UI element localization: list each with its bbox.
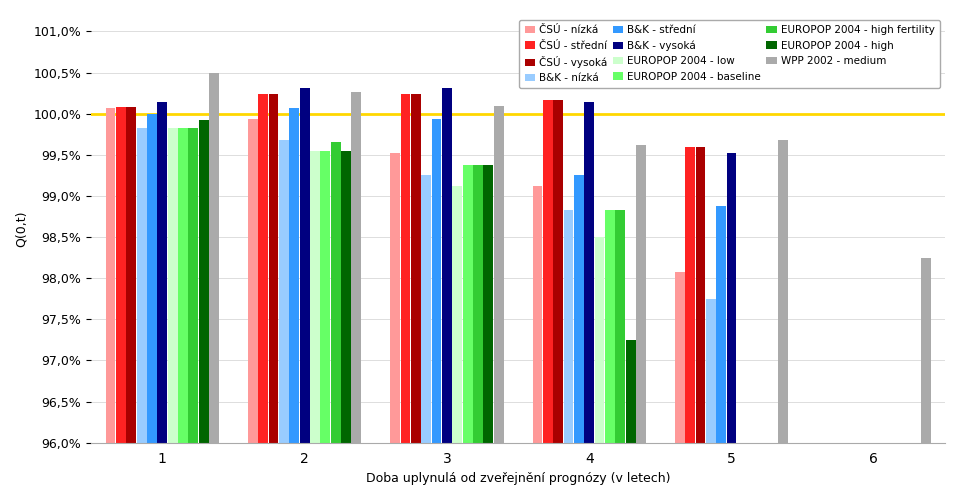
Bar [188,128,199,442]
Bar [564,210,573,442]
Bar [452,186,462,442]
Bar [179,128,188,442]
Bar [615,210,625,442]
Bar [127,107,136,442]
Bar [706,299,716,442]
Bar [411,94,420,443]
Bar [321,150,330,443]
Bar [310,150,320,443]
Bar [594,237,605,442]
Bar [391,153,400,442]
Bar [279,140,289,442]
Bar [779,140,788,442]
Bar [106,108,115,442]
Bar [473,164,483,442]
Y-axis label: Q(0,t): Q(0,t) [15,210,28,247]
Bar [168,128,178,442]
Bar [442,88,452,443]
Bar [157,102,167,442]
Bar [727,153,736,442]
Bar [248,118,258,442]
Bar [463,164,472,442]
Bar [331,142,341,443]
Bar [605,210,614,442]
Bar [533,186,542,442]
Bar [484,164,493,442]
Bar [289,108,300,442]
Bar [675,272,684,442]
Bar [716,206,726,442]
Bar [493,106,504,442]
Bar [147,114,156,442]
Bar [696,148,706,443]
Bar [636,145,646,442]
Bar [421,176,431,442]
X-axis label: Doba uplynulá od zveřejnění prognózy (v letech): Doba uplynulá od zveřejnění prognózy (v … [366,472,670,485]
Bar [553,100,564,442]
Bar [199,120,208,442]
Bar [209,74,219,442]
Bar [136,128,147,442]
Bar [685,148,695,443]
Bar [300,88,309,443]
Bar [921,258,930,442]
Bar [585,102,594,442]
Bar [543,100,553,442]
Bar [351,92,361,442]
Bar [400,94,411,443]
Bar [432,120,442,442]
Bar [116,107,126,442]
Bar [574,176,584,442]
Legend: ČSÚ - nízká, ČSÚ - střední, ČSÚ - vysoká, B&K - nízká, B&K - střední, B&K - vyso: ČSÚ - nízká, ČSÚ - střední, ČSÚ - vysoká… [519,20,940,88]
Bar [626,340,636,442]
Bar [258,94,268,443]
Bar [269,94,278,443]
Bar [341,150,351,443]
